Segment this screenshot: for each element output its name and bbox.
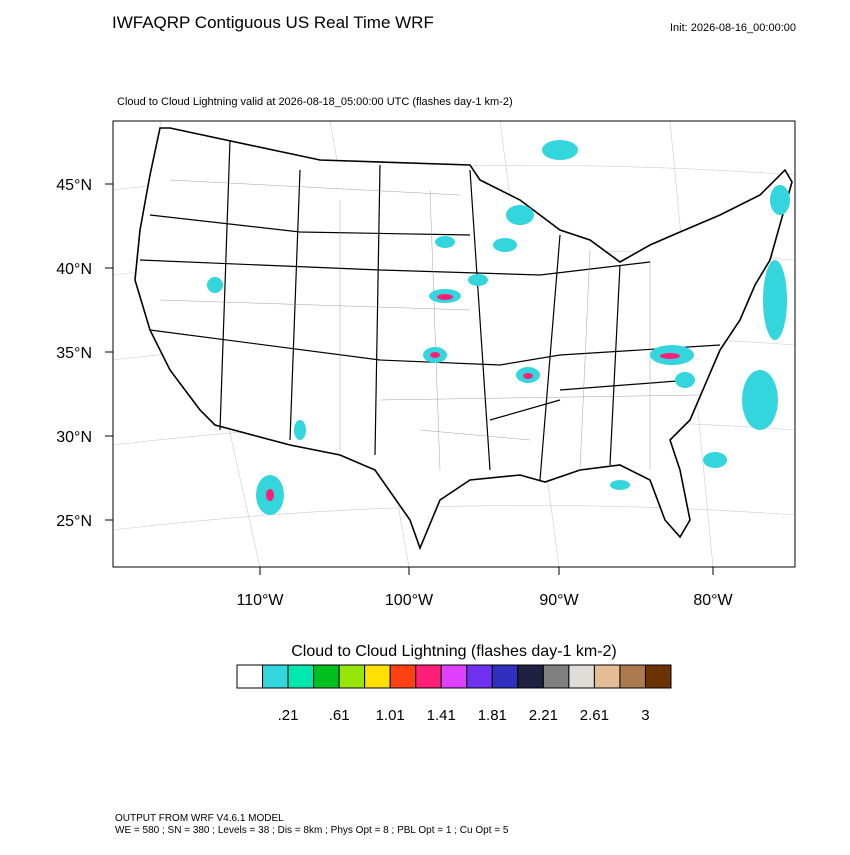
- colorbar-box: [466, 664, 493, 689]
- colorbar-label: 1.81: [478, 707, 507, 724]
- footer-line: WE = 580 ; SN = 380 ; Levels = 38 ; Dis …: [115, 825, 509, 836]
- colorbar-box: [619, 664, 646, 689]
- colorbar-box: [517, 664, 544, 689]
- colorbar-title: Cloud to Cloud Lightning (flashes day-1 …: [291, 643, 617, 660]
- lon-label: 80°W: [693, 592, 733, 609]
- lat-label: 30°N: [56, 429, 92, 446]
- colorbar-box: [440, 664, 468, 689]
- colorbar-box: [542, 664, 570, 689]
- colorbar-label: .61: [329, 707, 350, 724]
- lat-label: 25°N: [56, 513, 92, 530]
- lon-label: 90°W: [539, 592, 579, 609]
- colorbar-box: [491, 664, 519, 689]
- colorbar-box: [644, 664, 672, 689]
- colorbar-box: [262, 664, 289, 689]
- init-time: Init: 2026-08-16_00:00:00: [670, 22, 796, 34]
- colorbar-label: 2.21: [529, 707, 558, 724]
- colorbar-box: [236, 664, 264, 689]
- colorbar-box: [568, 664, 595, 689]
- footer-line: OUTPUT FROM WRF V4.6.1 MODEL: [115, 813, 284, 824]
- colorbar-box: [415, 664, 442, 689]
- colorbar-box: [313, 664, 340, 689]
- colorbar-box: [364, 664, 391, 689]
- lat-label: 35°N: [56, 345, 92, 362]
- colorbar-box: [338, 664, 366, 689]
- map-subtitle: Cloud to Cloud Lightning valid at 2026-0…: [117, 96, 513, 108]
- lon-label: 100°W: [385, 592, 434, 609]
- lat-label: 40°N: [56, 261, 92, 278]
- colorbar-label: 3: [641, 707, 649, 724]
- colorbar-label: 1.01: [376, 707, 405, 724]
- map: [112, 120, 796, 568]
- title: IWFAQRP Contiguous US Real Time WRF: [112, 13, 434, 32]
- colorbar-label: 1.41: [427, 707, 456, 724]
- colorbar-box: [389, 664, 417, 689]
- colorbar-box: [287, 664, 315, 689]
- colorbar-label: .21: [278, 707, 299, 724]
- colorbar-box: [593, 664, 621, 689]
- colorbar: [236, 664, 672, 689]
- lat-label: 45°N: [56, 177, 92, 194]
- lon-label: 110°W: [236, 592, 284, 609]
- colorbar-label: 2.61: [580, 707, 609, 724]
